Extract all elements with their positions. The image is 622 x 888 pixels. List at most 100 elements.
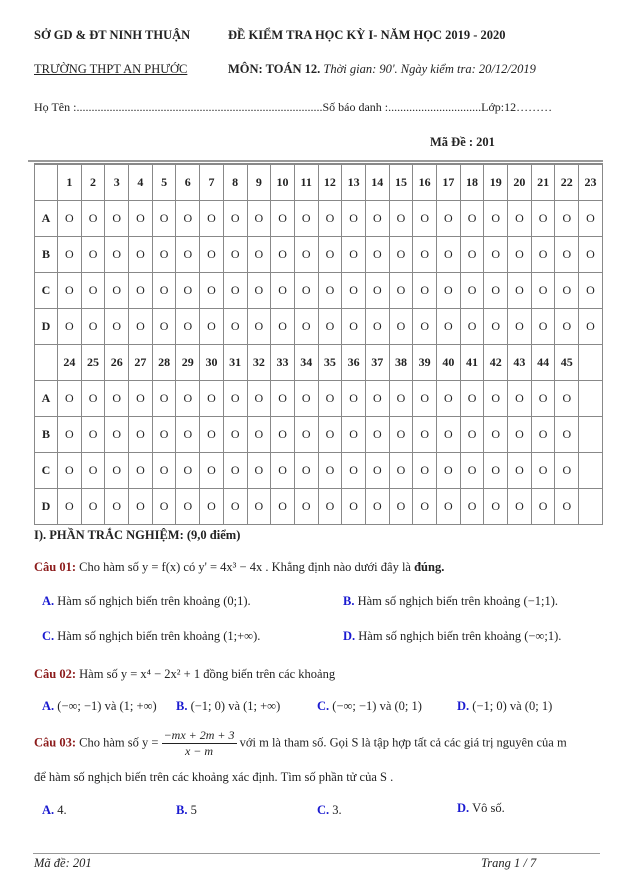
answer-bubble[interactable]: O (222, 308, 248, 345)
answer-bubble[interactable]: O (364, 272, 390, 309)
answer-bubble[interactable]: O (388, 452, 414, 489)
answer-bubble[interactable]: O (104, 416, 130, 453)
answer-bubble[interactable]: O (483, 488, 509, 525)
answer-bubble[interactable]: O (57, 452, 82, 489)
q2-option-b[interactable]: B. (−1; 0) và (1; +∞) (176, 699, 281, 713)
answer-bubble[interactable]: O (151, 200, 177, 237)
answer-bubble[interactable]: O (507, 488, 532, 525)
answer-bubble[interactable]: O (128, 452, 153, 489)
answer-bubble[interactable]: O (80, 380, 106, 417)
answer-bubble[interactable]: O (388, 272, 414, 309)
answer-bubble[interactable]: O (436, 416, 461, 453)
answer-bubble[interactable]: O (412, 272, 437, 309)
answer-bubble[interactable]: O (459, 452, 485, 489)
answer-bubble[interactable]: O (199, 272, 224, 309)
answer-bubble[interactable]: O (412, 452, 437, 489)
answer-bubble[interactable]: O (364, 236, 390, 273)
answer-bubble[interactable]: O (364, 452, 390, 489)
answer-bubble[interactable]: O (151, 488, 177, 525)
answer-bubble[interactable]: O (388, 380, 414, 417)
answer-bubble[interactable]: O (80, 272, 106, 309)
answer-bubble[interactable]: O (483, 452, 509, 489)
answer-bubble[interactable]: O (246, 488, 272, 525)
answer-bubble[interactable]: O (507, 380, 532, 417)
answer-bubble[interactable]: O (270, 200, 295, 237)
answer-bubble[interactable]: O (57, 200, 82, 237)
q1-option-b[interactable]: B. Hàm số nghịch biến trên khoảng (−1;1)… (343, 594, 559, 608)
answer-bubble[interactable]: O (175, 380, 201, 417)
answer-bubble[interactable]: O (412, 380, 437, 417)
answer-bubble[interactable]: O (341, 452, 366, 489)
answer-bubble[interactable]: O (151, 452, 177, 489)
answer-bubble[interactable]: O (507, 452, 532, 489)
answer-bubble[interactable]: O (104, 272, 130, 309)
answer-bubble[interactable]: O (222, 272, 248, 309)
answer-bubble[interactable]: O (388, 200, 414, 237)
answer-bubble[interactable]: O (341, 488, 366, 525)
answer-bubble[interactable]: O (293, 236, 319, 273)
answer-bubble[interactable]: O (104, 200, 130, 237)
answer-bubble[interactable]: O (507, 272, 532, 309)
answer-bubble[interactable]: O (57, 416, 82, 453)
answer-bubble[interactable]: O (270, 416, 295, 453)
answer-bubble[interactable]: O (364, 416, 390, 453)
answer-bubble[interactable]: O (554, 380, 580, 417)
answer-bubble[interactable]: O (199, 236, 224, 273)
answer-bubble[interactable]: O (128, 308, 153, 345)
answer-bubble[interactable]: O (104, 380, 130, 417)
answer-bubble[interactable]: O (57, 272, 82, 309)
answer-bubble[interactable]: O (483, 236, 509, 273)
id-field[interactable]: Số báo danh :...........................… (322, 100, 482, 114)
answer-bubble[interactable]: O (222, 380, 248, 417)
answer-bubble[interactable]: O (293, 200, 319, 237)
answer-bubble[interactable]: O (199, 416, 224, 453)
q3-option-c[interactable]: C. 3. (317, 803, 342, 817)
answer-bubble[interactable]: O (388, 308, 414, 345)
answer-bubble[interactable]: O (80, 488, 106, 525)
answer-bubble[interactable]: O (317, 272, 343, 309)
answer-bubble[interactable]: O (578, 308, 603, 345)
answer-bubble[interactable]: O (317, 200, 343, 237)
answer-bubble[interactable]: O (530, 272, 556, 309)
answer-bubble[interactable]: O (341, 236, 366, 273)
answer-bubble[interactable]: O (293, 380, 319, 417)
answer-bubble[interactable]: O (175, 272, 201, 309)
answer-bubble[interactable]: O (317, 308, 343, 345)
name-field[interactable]: Họ Tên :................................… (34, 100, 323, 114)
answer-bubble[interactable]: O (222, 200, 248, 237)
answer-bubble[interactable]: O (104, 236, 130, 273)
answer-bubble[interactable]: O (483, 272, 509, 309)
answer-bubble[interactable]: O (530, 200, 556, 237)
q2-option-a[interactable]: A. (−∞; −1) và (1; +∞) (42, 699, 157, 713)
answer-bubble[interactable]: O (222, 452, 248, 489)
answer-bubble[interactable]: O (151, 272, 177, 309)
answer-bubble[interactable]: O (530, 308, 556, 345)
answer-bubble[interactable]: O (530, 236, 556, 273)
answer-bubble[interactable]: O (341, 308, 366, 345)
answer-bubble[interactable]: O (507, 200, 532, 237)
answer-bubble[interactable]: O (293, 488, 319, 525)
answer-bubble[interactable]: O (507, 416, 532, 453)
q3-option-d[interactable]: D. Vô số. (457, 801, 505, 815)
answer-bubble[interactable]: O (483, 308, 509, 345)
answer-bubble[interactable]: O (317, 488, 343, 525)
answer-bubble[interactable]: O (80, 416, 106, 453)
answer-bubble[interactable]: O (364, 200, 390, 237)
answer-bubble[interactable]: O (270, 272, 295, 309)
q3-option-a[interactable]: A. 4. (42, 803, 67, 817)
answer-bubble[interactable]: O (151, 236, 177, 273)
answer-bubble[interactable]: O (483, 416, 509, 453)
answer-bubble[interactable]: O (128, 272, 153, 309)
answer-bubble[interactable]: O (222, 416, 248, 453)
answer-bubble[interactable]: O (388, 416, 414, 453)
answer-bubble[interactable]: O (507, 308, 532, 345)
answer-bubble[interactable]: O (270, 380, 295, 417)
answer-bubble[interactable]: O (578, 272, 603, 309)
answer-bubble[interactable]: O (530, 488, 556, 525)
answer-bubble[interactable]: O (128, 200, 153, 237)
answer-bubble[interactable]: O (128, 236, 153, 273)
answer-bubble[interactable]: O (175, 488, 201, 525)
answer-bubble[interactable]: O (530, 452, 556, 489)
answer-bubble[interactable]: O (175, 200, 201, 237)
answer-bubble[interactable]: O (246, 308, 272, 345)
